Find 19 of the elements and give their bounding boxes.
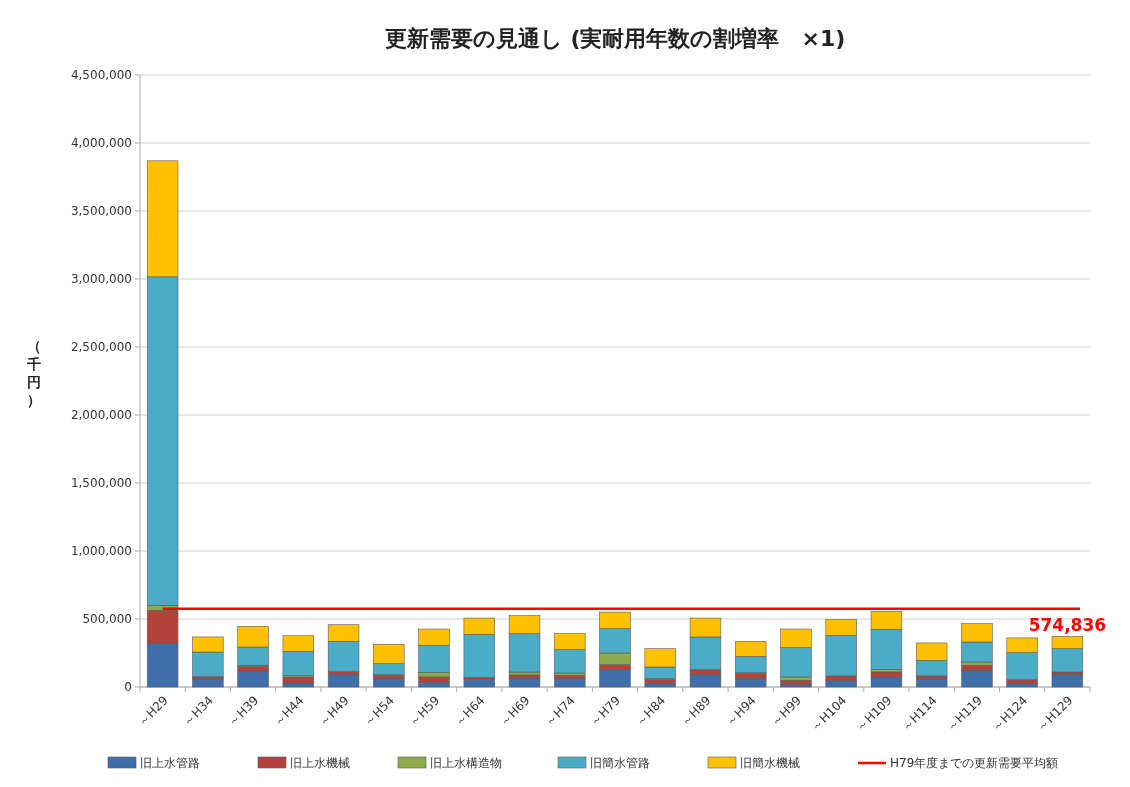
y-tick-label: 2,000,000 <box>70 408 132 423</box>
y-tick-label: 3,500,000 <box>70 204 132 219</box>
y-tick-label: 3,000,000 <box>70 272 132 287</box>
annotation: 574,836 <box>1028 614 1107 635</box>
legend-label: 旧上水機械 <box>290 756 350 771</box>
y-tick-label: 1,500,000 <box>70 476 132 491</box>
chart-title: 更新需要の見通し (実耐用年数の割増率 ×1) <box>384 26 846 51</box>
legend-label: 旧簡水管路 <box>590 756 650 771</box>
y-tick-label: 1,000,000 <box>70 544 132 559</box>
y-tick-label: 2,500,000 <box>70 340 132 355</box>
y-tick-label: 4,500,000 <box>70 68 132 83</box>
y-axis-title: （千円） <box>26 338 41 408</box>
legend-label: 旧簡水機械 <box>740 756 800 771</box>
y-tick-label: 4,000,000 <box>70 136 132 151</box>
legend-label: 旧上水管路 <box>140 756 200 771</box>
legend-label: 旧上水構造物 <box>430 756 502 771</box>
legend-label: H79年度までの更新需要平均額 <box>890 756 1059 771</box>
y-tick-label: 500,000 <box>82 612 132 627</box>
y-tick-label: 0 <box>124 680 132 695</box>
